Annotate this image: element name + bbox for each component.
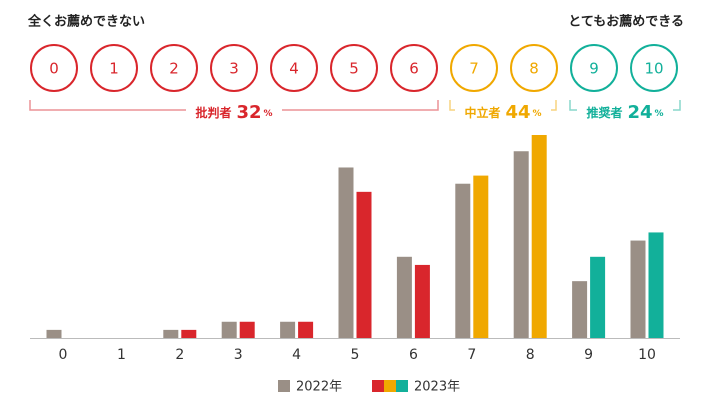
score-circle xyxy=(270,44,318,92)
group-name: 中立者 xyxy=(464,105,500,120)
score-circle xyxy=(90,44,138,92)
x-tick-label: 3 xyxy=(234,347,243,363)
score-label: 9 xyxy=(589,60,599,78)
group-unit: % xyxy=(655,109,664,119)
group-label: 中立者 44% xyxy=(464,102,541,123)
score-label: 2 xyxy=(169,60,179,78)
bar xyxy=(396,256,412,338)
bracket-gap xyxy=(186,104,282,118)
x-tick-label: 9 xyxy=(584,347,593,363)
group-name: 推奨者 xyxy=(586,105,622,120)
bar xyxy=(590,256,606,338)
x-tick-label: 7 xyxy=(467,347,476,363)
bar xyxy=(163,329,179,338)
group-value: 32 xyxy=(236,102,261,123)
x-tick-label: 5 xyxy=(351,347,360,363)
bar xyxy=(513,151,529,338)
x-tick-label: 6 xyxy=(409,347,418,363)
bar xyxy=(338,167,354,338)
bracket-gap xyxy=(455,104,551,118)
score-label: 0 xyxy=(49,60,59,78)
group-unit: % xyxy=(533,109,542,119)
group-value: 24 xyxy=(627,102,652,123)
legend-swatch xyxy=(372,380,384,392)
bar xyxy=(280,321,296,338)
group-label: 推奨者 24% xyxy=(586,102,663,123)
bar xyxy=(239,321,255,338)
bar xyxy=(221,321,237,338)
score-label: 1 xyxy=(109,60,119,78)
score-circle xyxy=(570,44,618,92)
group-unit: % xyxy=(264,109,273,119)
score-circle xyxy=(210,44,258,92)
scale-left-label: 全くお薦めできない xyxy=(27,14,145,30)
score-label: 3 xyxy=(229,60,239,78)
bar xyxy=(181,329,197,338)
bar xyxy=(356,191,372,338)
group-value: 44 xyxy=(505,102,530,123)
x-tick-label: 10 xyxy=(638,347,656,363)
legend-swatch xyxy=(384,380,396,392)
score-circle xyxy=(330,44,378,92)
legend-swatch xyxy=(278,380,290,392)
score-label: 4 xyxy=(289,60,299,78)
bar xyxy=(648,232,664,338)
scale-right-label: とてもお薦めできる xyxy=(568,14,684,30)
bar xyxy=(414,264,430,338)
x-tick-label: 1 xyxy=(117,347,126,363)
score-label: 6 xyxy=(409,60,419,78)
group-name: 批判者 xyxy=(195,105,231,120)
bar xyxy=(630,240,646,338)
bracket-gap xyxy=(577,104,673,118)
score-label: 8 xyxy=(529,60,539,78)
score-label: 7 xyxy=(469,60,479,78)
bar xyxy=(46,329,62,338)
score-circle xyxy=(450,44,498,92)
x-tick-label: 8 xyxy=(526,347,535,363)
x-tick-label: 0 xyxy=(59,347,68,363)
score-label: 5 xyxy=(349,60,359,78)
score-circle xyxy=(30,44,78,92)
legend-label: 2022年 xyxy=(296,380,342,395)
bar xyxy=(455,183,471,338)
score-circle xyxy=(510,44,558,92)
bar xyxy=(531,135,547,338)
score-label: 10 xyxy=(644,60,663,78)
x-tick-label: 4 xyxy=(292,347,301,363)
bar xyxy=(473,175,489,338)
x-tick-label: 2 xyxy=(175,347,184,363)
score-circle xyxy=(630,44,678,92)
legend-swatch xyxy=(396,380,408,392)
legend-label: 2023年 xyxy=(414,380,460,395)
group-label: 批判者 32% xyxy=(195,102,272,123)
bar xyxy=(298,321,314,338)
bar xyxy=(572,281,588,338)
score-circle xyxy=(390,44,438,92)
score-circle xyxy=(150,44,198,92)
